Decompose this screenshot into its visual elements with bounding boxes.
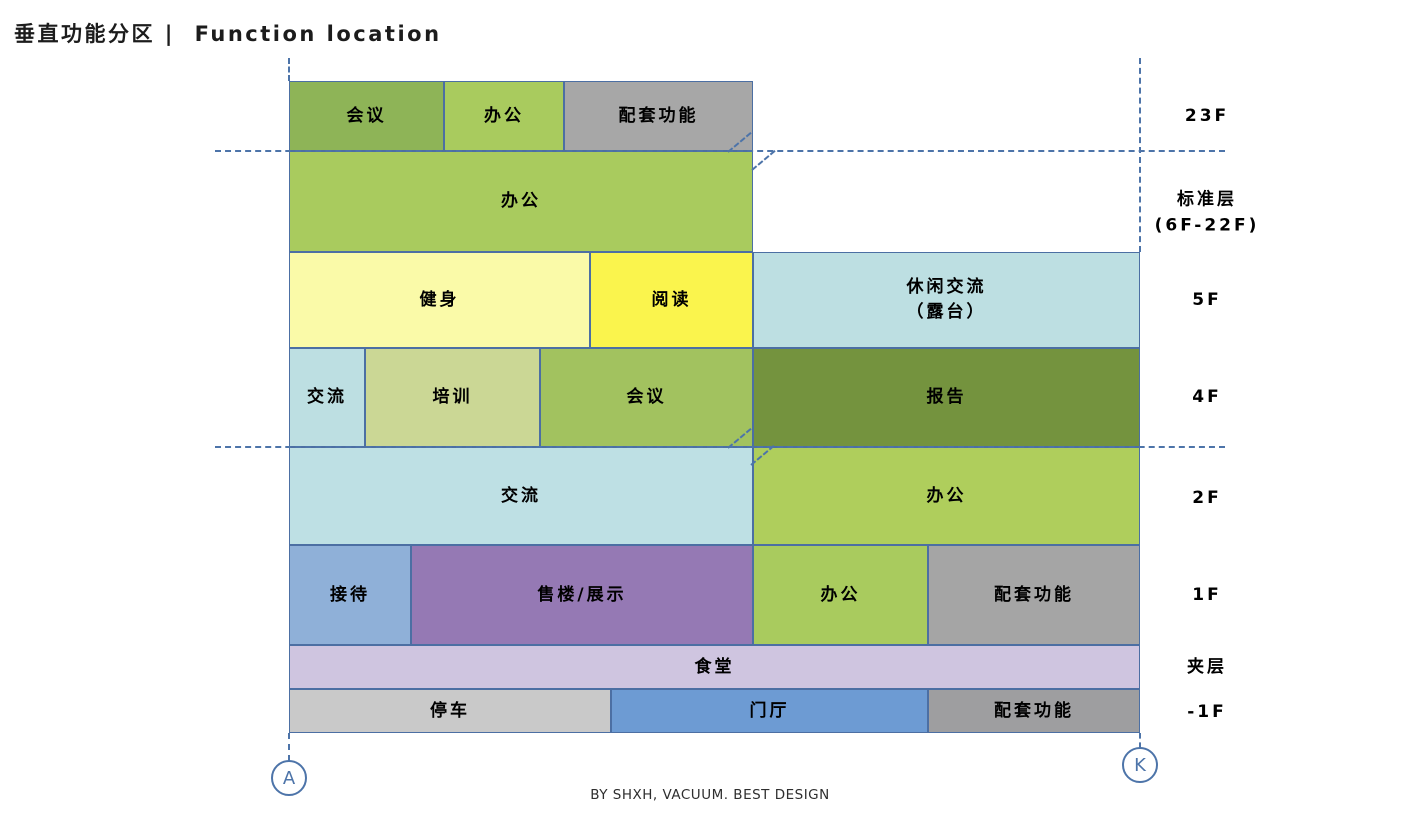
function-block-office: 办公 <box>289 151 753 252</box>
function-block-reception: 接待 <box>289 545 411 645</box>
function-block-leisure-terrace: 休闲交流 （露台） <box>753 252 1140 348</box>
block-label: 阅读 <box>651 289 692 310</box>
block-label: 食堂 <box>694 656 735 677</box>
function-block-communication: 交流 <box>289 348 365 447</box>
block-label: 办公 <box>484 105 524 126</box>
grid-dashed-line <box>1139 58 1141 252</box>
block-label: 休闲交流 <box>906 277 987 298</box>
floor-label--1F: -1F <box>1187 701 1227 722</box>
axis-label-k: K <box>1134 754 1146 776</box>
floor-label-4F: 4F <box>1192 386 1222 407</box>
function-block-support: 配套功能 <box>564 81 753 151</box>
function-block-report: 报告 <box>753 348 1140 447</box>
axis-marker-a: A <box>271 760 307 796</box>
function-block-office: 办公 <box>753 447 1140 545</box>
function-block-canteen: 食堂 <box>289 645 1140 689</box>
axis-marker-k: K <box>1122 747 1158 783</box>
floor-label-: 夹层 <box>1187 656 1227 677</box>
floor-label-1F: 1F <box>1192 584 1222 605</box>
function-block-meeting: 会议 <box>289 81 444 151</box>
block-label: 配套功能 <box>994 584 1074 605</box>
function-block-gym: 健身 <box>289 252 590 348</box>
grid-dashed-line <box>288 58 290 81</box>
page-title: 垂直功能分区 | Function location <box>14 22 442 46</box>
block-label: 办公 <box>501 191 541 212</box>
block-label: （露台） <box>906 302 987 322</box>
block-label: 会议 <box>626 387 667 408</box>
function-block-sales-exhibition: 售楼/展示 <box>411 545 753 645</box>
block-label: 门厅 <box>749 700 790 721</box>
block-label: 接待 <box>330 584 370 605</box>
function-block-office: 办公 <box>753 545 928 645</box>
block-label: 报告 <box>926 387 967 408</box>
function-block-reading: 阅读 <box>590 252 753 348</box>
function-block-support: 配套功能 <box>928 689 1140 733</box>
section-break-mark <box>751 149 776 171</box>
level-dashed-line <box>215 446 1225 448</box>
function-block-support: 配套功能 <box>928 545 1140 645</box>
grid-dashed-line <box>288 733 290 761</box>
floor-label-5F: 5F <box>1192 289 1222 310</box>
function-block-meeting: 会议 <box>540 348 753 447</box>
block-label: 会议 <box>346 105 387 126</box>
block-label: 停车 <box>430 700 470 721</box>
block-label: 办公 <box>820 584 861 605</box>
block-label: 配套功能 <box>618 105 699 126</box>
level-dashed-line <box>215 150 1225 152</box>
floor-label-23F: 23F <box>1184 105 1230 126</box>
block-label: 交流 <box>307 387 347 408</box>
grid-dashed-line <box>1139 733 1141 748</box>
block-label: 售楼/展示 <box>537 584 627 605</box>
block-label: 培训 <box>432 387 473 408</box>
function-block-office: 办公 <box>444 81 564 151</box>
floor-label-2F: 2F <box>1192 487 1222 508</box>
block-label: 健身 <box>419 289 460 310</box>
block-label: 配套功能 <box>994 700 1074 721</box>
function-block-parking: 停车 <box>289 689 611 733</box>
function-block-training: 培训 <box>365 348 540 447</box>
block-label: 交流 <box>501 485 541 506</box>
block-label: 办公 <box>926 485 967 506</box>
axis-label-a: A <box>282 767 296 789</box>
credit-text: BY SHXH, VACUUM. BEST DESIGN <box>590 787 830 803</box>
floor-label-6F-22F: 标准层 (6F-22F) <box>1154 189 1260 236</box>
function-block-communication: 交流 <box>289 447 753 545</box>
function-block-lobby: 门厅 <box>611 689 928 733</box>
